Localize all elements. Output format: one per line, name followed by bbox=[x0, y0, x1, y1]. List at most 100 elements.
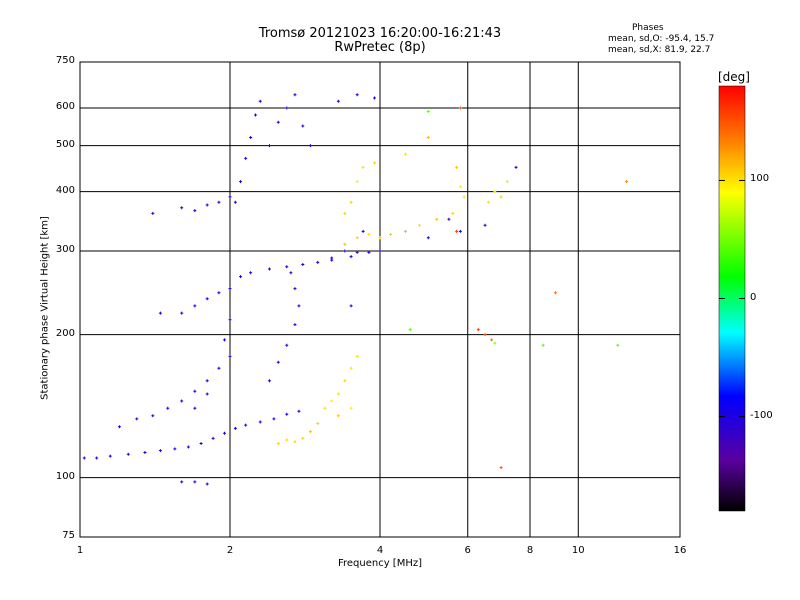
data-point bbox=[451, 211, 455, 215]
data-point bbox=[476, 328, 480, 332]
data-point bbox=[258, 99, 262, 103]
data-point bbox=[193, 480, 197, 484]
y-tick-label: 200 bbox=[55, 327, 75, 339]
data-point bbox=[233, 200, 237, 204]
data-point bbox=[301, 124, 305, 128]
data-point bbox=[258, 420, 262, 424]
data-point bbox=[493, 190, 497, 194]
data-point bbox=[462, 195, 466, 199]
data-point bbox=[553, 291, 557, 295]
data-point bbox=[403, 152, 407, 156]
colorbar-ticks bbox=[719, 179, 745, 418]
data-point bbox=[285, 412, 289, 416]
data-point bbox=[293, 93, 297, 97]
data-point bbox=[426, 109, 430, 113]
data-point bbox=[95, 456, 99, 460]
data-point bbox=[217, 366, 221, 370]
data-point bbox=[193, 209, 197, 213]
y-tick-label: 300 bbox=[55, 244, 75, 256]
stats-title: Phases bbox=[632, 23, 664, 33]
data-point bbox=[205, 392, 209, 396]
data-point bbox=[228, 195, 232, 199]
y-tick-label: 400 bbox=[55, 184, 75, 196]
data-points bbox=[82, 93, 629, 486]
data-point bbox=[135, 417, 139, 421]
data-point bbox=[272, 417, 276, 421]
data-point bbox=[308, 430, 312, 434]
data-point bbox=[117, 425, 121, 429]
data-point bbox=[223, 431, 227, 435]
data-point bbox=[205, 203, 209, 207]
x-tick-label: 4 bbox=[376, 545, 384, 556]
data-point bbox=[233, 426, 237, 430]
data-point bbox=[355, 250, 359, 254]
data-point bbox=[361, 165, 365, 169]
data-point bbox=[455, 165, 459, 169]
chart-title: Tromsø 20121023 16:20:00-16:21:43 bbox=[258, 26, 502, 41]
data-point bbox=[193, 304, 197, 308]
data-point bbox=[355, 180, 359, 184]
data-point bbox=[186, 445, 190, 449]
data-point bbox=[458, 185, 462, 189]
data-point bbox=[308, 144, 312, 148]
data-point bbox=[276, 442, 280, 446]
data-point bbox=[343, 211, 347, 215]
data-point bbox=[301, 263, 305, 267]
data-point bbox=[361, 229, 365, 233]
data-point bbox=[217, 291, 221, 295]
data-point bbox=[180, 206, 184, 210]
data-point bbox=[349, 366, 353, 370]
y-tick-label: 100 bbox=[55, 470, 75, 482]
data-point bbox=[173, 447, 177, 451]
data-point bbox=[82, 456, 86, 460]
data-point bbox=[447, 217, 451, 221]
y-tick-label: 75 bbox=[62, 530, 75, 541]
data-point bbox=[349, 304, 353, 308]
data-point bbox=[330, 256, 334, 260]
data-point bbox=[349, 406, 353, 410]
data-point bbox=[228, 318, 232, 322]
data-point bbox=[483, 223, 487, 227]
data-point bbox=[378, 249, 382, 253]
data-point bbox=[458, 106, 462, 110]
data-point bbox=[367, 233, 371, 237]
data-point bbox=[336, 414, 340, 418]
data-point bbox=[435, 217, 439, 221]
data-point bbox=[239, 180, 243, 184]
data-point bbox=[289, 271, 293, 275]
data-point bbox=[158, 311, 162, 315]
data-point bbox=[297, 409, 301, 413]
data-point bbox=[126, 452, 130, 456]
data-point bbox=[158, 449, 162, 453]
data-point bbox=[316, 422, 320, 426]
data-point bbox=[267, 144, 271, 148]
data-point bbox=[108, 454, 112, 458]
data-point bbox=[193, 406, 197, 410]
y-tick-label: 500 bbox=[55, 138, 75, 150]
stats-x-line: mean, sd,X: 81.9, 22.7 bbox=[608, 45, 711, 55]
data-point bbox=[426, 236, 430, 240]
data-point bbox=[253, 113, 257, 117]
data-point bbox=[285, 265, 289, 269]
data-point bbox=[493, 341, 497, 345]
data-point bbox=[285, 438, 289, 442]
data-point bbox=[249, 136, 253, 140]
data-point bbox=[211, 436, 215, 440]
data-point bbox=[417, 223, 421, 227]
y-axis-label: Stationary phase Virtual Height [km] bbox=[39, 216, 51, 400]
data-point bbox=[373, 161, 377, 165]
data-point bbox=[349, 200, 353, 204]
data-point bbox=[267, 379, 271, 383]
data-point bbox=[389, 233, 393, 237]
data-point bbox=[199, 442, 203, 446]
x-tick-label: 6 bbox=[464, 545, 471, 556]
y-tick-label: 750 bbox=[55, 55, 75, 66]
data-point bbox=[285, 343, 289, 347]
x-tick-label: 8 bbox=[526, 545, 534, 556]
data-point bbox=[180, 311, 184, 315]
data-point bbox=[180, 480, 184, 484]
data-point bbox=[625, 180, 629, 184]
data-point bbox=[228, 354, 232, 358]
data-point bbox=[349, 255, 353, 259]
